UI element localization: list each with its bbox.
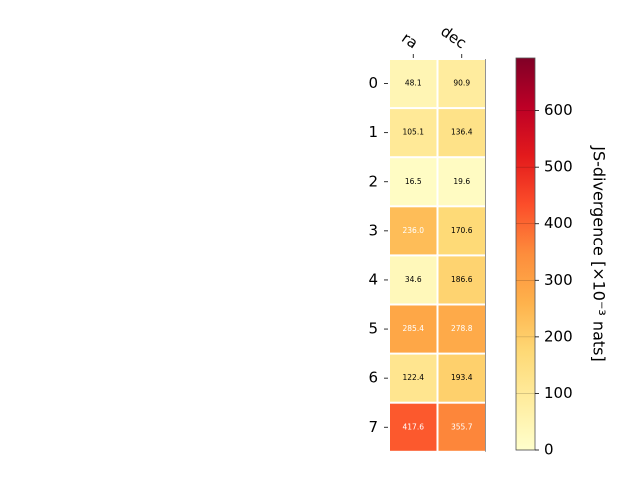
cell-value-label: 285.4 [403,324,425,333]
colorbar-tick-label: 500 [544,158,573,176]
cell-value-label: 355.7 [451,422,473,431]
cell-value-label: 122.4 [403,373,425,382]
cell-value-label: 48.1 [405,79,422,88]
y-tick-label: 6 [368,369,378,387]
cell-value-label: 105.1 [403,128,425,137]
x-axis: ra dec [398,22,470,58]
y-tick-label: 3 [368,221,378,239]
colorbar-gradient [515,57,536,451]
heatmap-grid: 48.1 90.9 105.1 136.4 16.5 19.6 236.0 170.6 34.6… [390,59,486,452]
colorbar-tick-label: 300 [544,271,573,289]
colorbar-tick-label: 100 [544,384,573,402]
colorbar-label: JS-divergence [×10⁻³ nats] [590,145,609,361]
x-tick-label: dec [437,22,469,52]
cell-value-label: 236.0 [403,226,425,235]
heatmap-cell-7-dec [438,403,485,451]
heatmap-cell-5-ra [390,305,437,353]
heatmap-cell-1-dec [438,109,485,157]
y-tick-label: 1 [368,123,378,141]
y-tick-label: 2 [368,172,378,190]
cell-value-label: 34.6 [405,275,422,284]
heatmap-cell-0-dec [438,60,485,108]
x-tick-label: ra [398,29,421,53]
y-tick-label: 0 [368,74,378,92]
heatmap-cell-2-ra [390,158,437,206]
cell-value-label: 136.4 [451,128,473,137]
cell-value-label: 19.6 [453,177,470,186]
heatmap-cell-6-dec [438,354,485,402]
heatmap-cell-4-ra [390,256,437,304]
y-tick-label: 5 [368,320,378,338]
heatmap-cell-4-dec [438,256,485,304]
colorbar: 0 100 200 300 400 500 600 [515,57,573,459]
heatmap-cell-2-dec [438,158,485,206]
colorbar-tick-label: 0 [544,441,554,459]
heatmap-cell-1-ra [390,109,437,157]
y-axis: 0 1 2 3 4 5 6 7 [368,74,388,436]
cell-value-label: 90.9 [453,79,470,88]
heatmap-cell-5-dec [438,305,485,353]
cell-value-label: 417.6 [403,422,425,431]
colorbar-tick-label: 400 [544,214,573,232]
cell-value-label: 186.6 [451,275,473,284]
heatmap-cell-0-ra [390,60,437,108]
cell-value-label: 278.8 [451,324,473,333]
cell-value-label: 16.5 [405,177,422,186]
colorbar-tick-label: 200 [544,327,573,345]
heatmap-cell-7-ra [390,403,437,451]
heatmap-cell-3-ra [390,207,437,255]
y-tick-label: 4 [368,270,378,288]
cell-value-label: 170.6 [451,226,473,235]
y-tick-label: 7 [368,418,378,436]
heatmap-cell-6-ra [390,354,437,402]
cell-value-label: 193.4 [451,373,473,382]
colorbar-tick-label: 600 [544,101,573,119]
heatmap-cell-3-dec [438,207,485,255]
